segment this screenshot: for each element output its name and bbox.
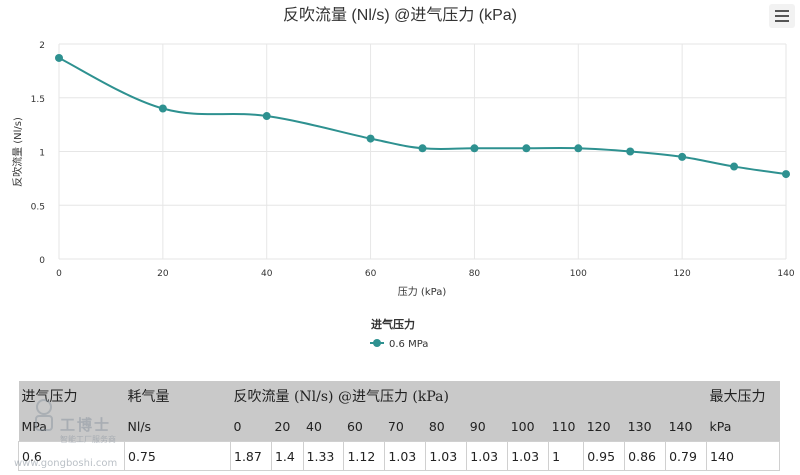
cell-flow-20: 1.4 xyxy=(270,441,304,471)
table-header-row-2: MPa Nl/s 0 20 40 60 70 80 90 100 110 120… xyxy=(18,411,780,442)
header-pressure-70: 70 xyxy=(387,418,404,434)
legend-item[interactable]: 0.6 MPa xyxy=(370,339,428,350)
cell-inlet-pressure: 0.6 xyxy=(18,441,125,471)
chart-menu-button[interactable] xyxy=(769,4,795,28)
data-point[interactable] xyxy=(262,112,271,121)
legend-label: 0.6 MPa xyxy=(389,339,428,350)
x-tick-label: 120 xyxy=(674,269,691,279)
header-consumption-unit: Nl/s xyxy=(127,418,152,434)
hamburger-menu-icon xyxy=(775,9,789,24)
x-tick-label: 80 xyxy=(469,269,481,279)
header-pressure-130: 130 xyxy=(627,418,652,434)
y-tick-label: 2 xyxy=(39,41,45,51)
header-max-pressure: 最大压力 xyxy=(709,389,766,405)
cell-flow-90: 1.03 xyxy=(466,441,509,471)
y-axis-ticks: 0 0.5 1 1.5 2 xyxy=(31,41,46,266)
cell-flow-140: 0.79 xyxy=(665,441,708,471)
watermark-site: www.gongboshi.com xyxy=(14,458,118,469)
cell-max-pressure: 140 xyxy=(706,441,780,471)
watermark-slogan: 智能工厂服务商 xyxy=(60,435,116,444)
chart-title: 反吹流量 (Nl/s) @进气压力 (kPa) xyxy=(283,6,517,24)
cell-flow-60: 1.12 xyxy=(343,441,386,471)
header-consumption: 耗气量 xyxy=(127,389,170,405)
header-pressure-110: 110 xyxy=(551,418,576,434)
header-pressure-80: 80 xyxy=(428,418,445,434)
x-axis-title: 压力 (kPa) xyxy=(398,285,447,298)
cell-flow-0: 1.87 xyxy=(230,441,272,471)
series-line xyxy=(58,57,787,176)
header-pressure-120: 120 xyxy=(586,418,611,434)
cell-consumption: 0.75 xyxy=(124,441,231,471)
y-tick-label: 1 xyxy=(39,149,45,159)
x-axis-ticks: 0 20 40 60 80 100 120 140 xyxy=(56,269,795,279)
data-point[interactable] xyxy=(158,104,167,113)
x-tick-label: 0 xyxy=(56,269,62,279)
x-tick-label: 100 xyxy=(570,269,587,279)
header-pressure-60: 60 xyxy=(346,418,363,434)
data-point[interactable] xyxy=(470,144,479,153)
header-purge-flow: 反吹流量 (Nl/s) @进气压力 (kPa) xyxy=(233,389,449,405)
header-pressure-100: 100 xyxy=(510,418,535,434)
cell-flow-120: 0.95 xyxy=(583,441,626,471)
header-inlet-pressure: 进气压力 xyxy=(21,389,78,405)
legend-title: 进气压力 xyxy=(371,317,415,331)
y-axis-title: 反吹流量 (Nl/s) xyxy=(11,117,24,187)
cell-flow-70: 1.03 xyxy=(384,441,427,471)
spec-table: 进气压力 耗气量 反吹流量 (Nl/s) @进气压力 (kPa) 最大压力 MP… xyxy=(18,381,780,471)
y-tick-label: 0.5 xyxy=(31,202,45,212)
data-point[interactable] xyxy=(522,144,531,153)
data-point[interactable] xyxy=(626,147,635,156)
cell-flow-130: 0.86 xyxy=(624,441,667,471)
watermark-robot-icon xyxy=(35,399,53,431)
x-tick-label: 60 xyxy=(365,269,377,279)
header-pressure-40: 40 xyxy=(306,418,322,434)
cell-flow-110: 1 xyxy=(548,441,585,471)
chart-grid xyxy=(58,43,787,260)
data-point[interactable] xyxy=(678,152,687,161)
header-pressure-90: 90 xyxy=(469,418,486,434)
legend-marker-dot xyxy=(373,339,381,347)
header-max-unit: kPa xyxy=(709,418,732,434)
x-tick-label: 40 xyxy=(261,269,273,279)
purge-flow-chart: 反吹流量 (Nl/s) @进气压力 (kPa) 0 0.5 1 1.5 2 0 20 40 6… xyxy=(11,6,795,350)
data-point[interactable] xyxy=(418,144,427,153)
data-point[interactable] xyxy=(574,144,583,153)
watermark-brand: 工博士 xyxy=(60,416,112,434)
y-tick-label: 1.5 xyxy=(31,95,45,105)
data-point[interactable] xyxy=(366,134,375,143)
cell-flow-100: 1.03 xyxy=(507,441,550,471)
x-tick-label: 20 xyxy=(157,269,169,279)
series-0-6mpa xyxy=(55,53,790,179)
x-tick-label: 140 xyxy=(777,269,794,279)
table-row: 0.6 0.75 1.87 1.4 1.33 1.12 1.03 1.03 1.… xyxy=(18,441,780,471)
data-point[interactable] xyxy=(730,162,739,171)
header-pressure-140: 140 xyxy=(668,418,693,434)
header-pressure-20: 20 xyxy=(274,418,291,434)
header-pressure-0: 0 xyxy=(233,418,242,434)
cell-flow-40: 1.33 xyxy=(302,441,345,471)
cell-flow-80: 1.03 xyxy=(425,441,468,471)
data-point[interactable] xyxy=(55,53,63,62)
spec-table-wrapper: 进气压力 耗气量 反吹流量 (Nl/s) @进气压力 (kPa) 最大压力 MP… xyxy=(18,381,780,471)
y-tick-label: 0 xyxy=(39,256,45,266)
table-header-row-1: 进气压力 耗气量 反吹流量 (Nl/s) @进气压力 (kPa) 最大压力 xyxy=(18,381,780,411)
data-point[interactable] xyxy=(782,170,790,179)
